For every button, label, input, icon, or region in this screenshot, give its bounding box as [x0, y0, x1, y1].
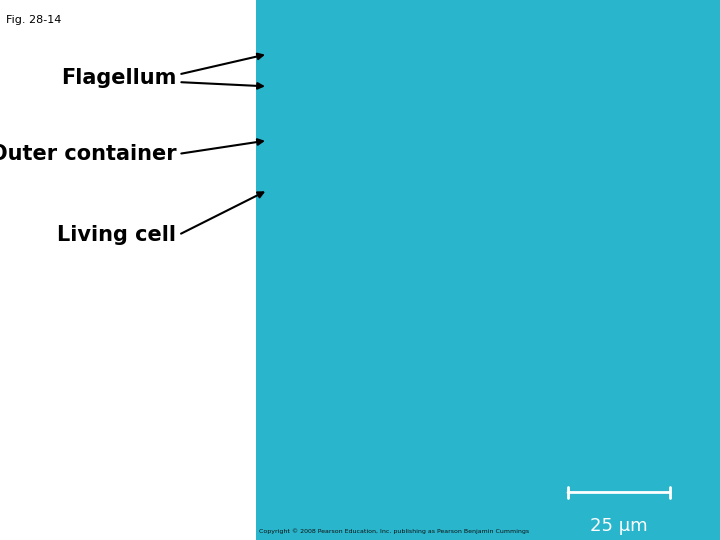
- Text: Outer container: Outer container: [0, 144, 176, 164]
- Text: 25 μm: 25 μm: [590, 517, 648, 535]
- Bar: [0, 0, 256, 540]
- Text: Copyright © 2008 Pearson Education, Inc. publishing as Pearson Benjamin Cummings: Copyright © 2008 Pearson Education, Inc.…: [259, 528, 529, 534]
- Text: Living cell: Living cell: [58, 225, 176, 245]
- Bar: [256, 0, 720, 540]
- Text: Flagellum: Flagellum: [61, 68, 176, 89]
- Text: Fig. 28-14: Fig. 28-14: [6, 15, 61, 25]
